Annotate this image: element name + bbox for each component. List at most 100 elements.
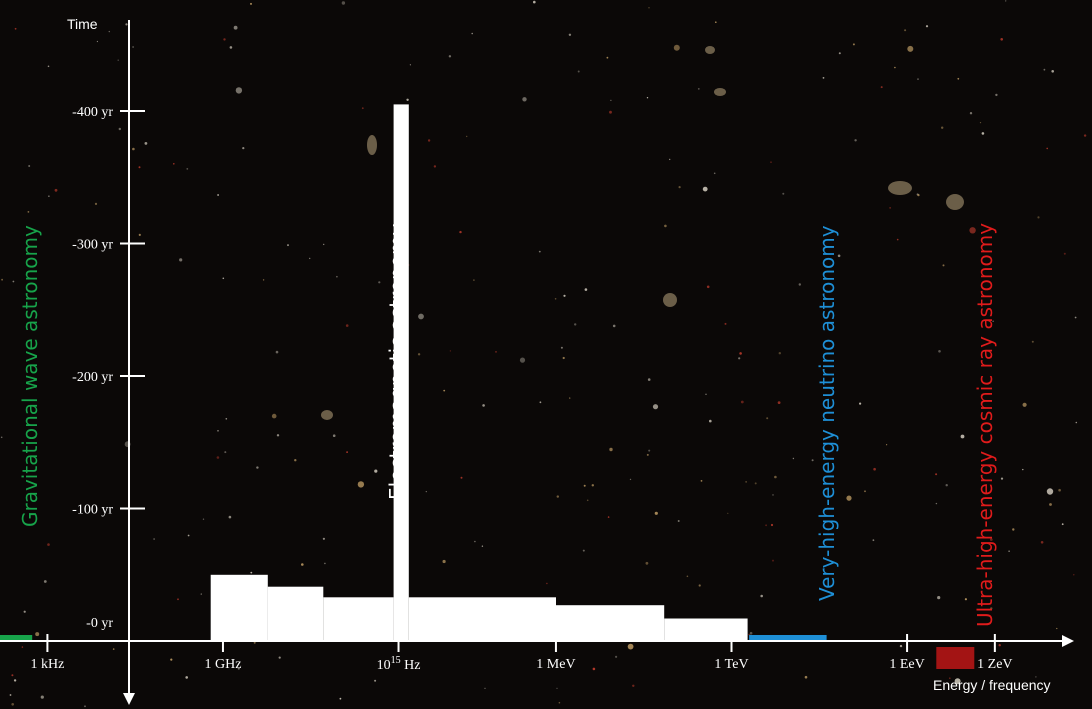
x-tick-label: 1 GHz [204,657,241,672]
star [648,7,650,9]
star [577,70,580,73]
chart-bars [0,104,975,669]
star [173,163,175,165]
star [21,646,24,648]
electromagnetic-astronomy-bar-5 [555,605,665,641]
x-axis-ticks: 1 kHz 1 GHz 1015 Hz 1 MeV 1 TeV 1 EeV 1 ZeV [30,634,1013,673]
galaxy [888,181,912,195]
star [654,511,658,515]
star [1074,316,1077,319]
star [250,571,253,574]
star [917,194,920,197]
star [612,324,616,328]
star [170,658,173,661]
star [301,563,304,566]
star [700,480,703,482]
star [556,495,559,498]
star [138,233,141,236]
gw-label-part2: wave astronomy [18,225,42,397]
star [449,350,452,352]
y-tick-label: -0 yr [86,616,113,631]
galaxy [367,135,377,155]
ultra-high-energy-cosmic-ray-astronomy-bar-0 [936,647,975,669]
star [112,648,115,650]
star [466,135,468,138]
electromagnetic-astronomy-bar-2 [323,597,394,641]
star [582,549,585,552]
star [378,281,381,284]
x-tick-label: 1 kHz [30,657,64,672]
star [935,473,938,476]
star [979,122,982,124]
star [224,451,227,454]
x-axis-arrowhead [1062,635,1074,647]
y-tick-label: -300 yr [72,238,113,253]
star [792,457,795,460]
star [271,413,277,419]
electromagnetic-astronomy-bar-6 [664,618,748,641]
star [216,456,220,459]
galaxy [321,410,333,420]
star [519,357,526,363]
x-tick-label-text: 1 EeV [889,657,924,672]
star [1075,421,1078,424]
star [1031,340,1034,343]
galaxy [946,194,964,210]
star [615,655,618,658]
y-tick-label: -200 yr [72,370,113,385]
star [294,459,297,462]
star [945,484,948,487]
star [854,139,857,142]
star [1035,676,1037,678]
star [448,55,452,58]
star [287,244,289,247]
star [935,502,938,505]
star [646,453,649,456]
star [629,478,632,481]
star [1073,574,1075,576]
cr-label-part1: Ultra-high-energy [973,451,997,627]
x-tick-label-suffix: Hz [401,658,421,673]
star [54,188,58,192]
y-axis-ticks: -0 yr -100 yr -200 yr -300 yr -400 yr [72,105,145,631]
star [609,110,612,114]
x-tick-label: 1015 Hz [377,655,421,673]
star [132,46,135,48]
nu-label-part1: Very-high-energy [815,429,839,601]
star [607,516,610,518]
y-axis-arrowhead [123,693,135,705]
star [138,166,141,169]
star [339,697,342,700]
star [533,0,536,4]
star [749,631,753,635]
star [253,641,256,644]
star [669,158,671,161]
star [957,77,960,80]
star [698,584,701,587]
star [47,543,50,546]
star [705,393,707,395]
star [43,580,47,583]
star [94,202,98,205]
star [322,537,325,540]
star [873,467,876,471]
star [229,46,233,49]
star [627,643,634,650]
star [584,288,588,291]
star [217,194,220,196]
star [864,490,866,493]
star [233,25,238,30]
star [427,139,431,142]
star [556,687,558,689]
nu-series-label: Very-high-energy neutrino astronomy [815,225,839,601]
star [859,402,862,405]
chart-axes: Time Energy / frequency [0,16,1074,705]
star [990,538,993,541]
x-tick-label-text: 1 GHz [204,657,241,672]
star [1046,147,1048,150]
star [177,598,179,601]
star [591,484,594,487]
star [125,23,128,26]
star [889,207,891,209]
star [14,27,17,30]
